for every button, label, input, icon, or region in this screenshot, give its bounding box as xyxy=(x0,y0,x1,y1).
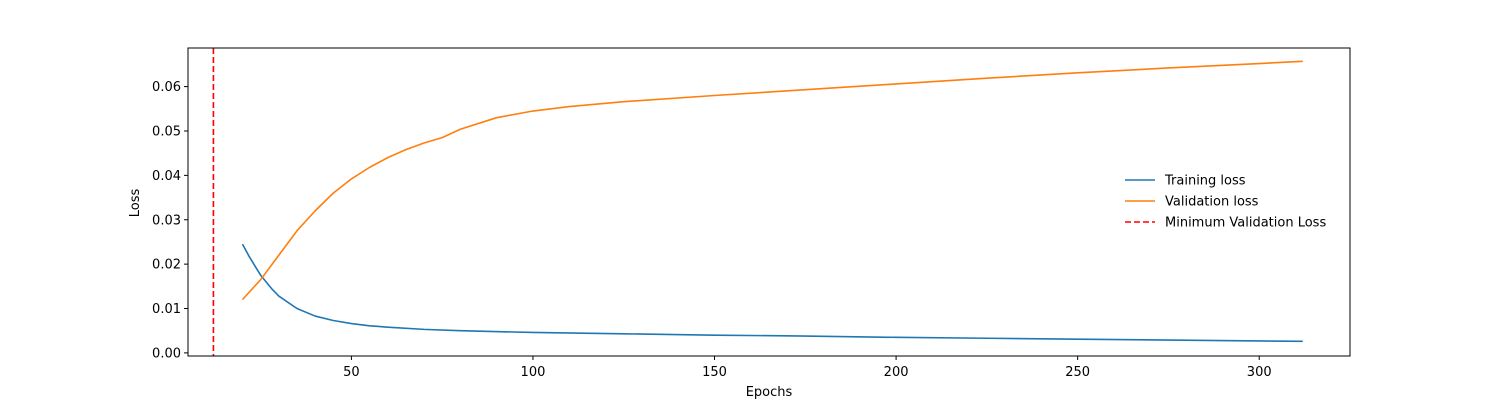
y-tick-label: 0.05 xyxy=(152,124,181,139)
y-tick-label: 0.03 xyxy=(152,213,181,228)
x-tick-label: 200 xyxy=(884,365,909,380)
legend-label-training-loss: Training loss xyxy=(1164,174,1246,189)
plot-frame xyxy=(187,47,1351,357)
legend-label-minimum-validation-loss: Minimum Validation Loss xyxy=(1165,216,1326,231)
x-tick-label: 300 xyxy=(1247,365,1272,380)
x-tick-label: 100 xyxy=(521,365,546,380)
x-tick-label: 250 xyxy=(1065,365,1090,380)
plot-lines xyxy=(212,48,1303,356)
x-tick-label: 150 xyxy=(702,365,727,380)
y-axis: 0.00 0.01 0.02 0.03 0.04 0.05 0.06 xyxy=(152,80,188,361)
x-axis-label: Epochs xyxy=(746,385,793,400)
y-tick-label: 0.02 xyxy=(152,258,181,273)
x-axis: 50 100 150 200 250 300 xyxy=(343,356,1272,380)
y-axis-label: Loss xyxy=(128,189,143,218)
y-tick-label: 0.04 xyxy=(152,169,181,184)
y-tick-label: 0.01 xyxy=(152,302,181,317)
x-tick-label: 50 xyxy=(343,365,360,380)
legend: Training loss Validation loss Minimum Vali… xyxy=(1125,174,1326,231)
validation-loss-line xyxy=(241,60,1303,301)
y-tick-label: 0.06 xyxy=(152,80,181,95)
y-tick-label: 0.00 xyxy=(152,346,181,361)
training-loss-line xyxy=(241,243,1303,343)
legend-label-validation-loss: Validation loss xyxy=(1165,195,1259,210)
